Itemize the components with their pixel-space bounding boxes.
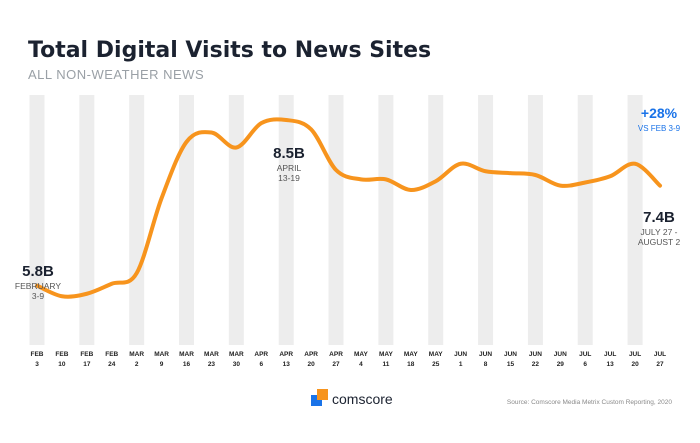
x-tick-day: 1 [459, 361, 463, 368]
x-tick-month: MAR [229, 351, 244, 358]
x-tick-month: MAR [179, 351, 194, 358]
background-band [278, 95, 294, 345]
x-tick-month: JUN [454, 351, 467, 358]
x-tick-month: MAY [379, 351, 394, 358]
x-tick-month: FEB [31, 351, 44, 358]
x-tick-day: 20 [308, 361, 316, 368]
x-tick-month: JUL [604, 351, 616, 358]
x-tick-day: 17 [83, 361, 91, 368]
background-band [378, 95, 394, 345]
x-tick-month: MAY [429, 351, 444, 358]
x-tick-day: 13 [283, 361, 291, 368]
x-tick-day: 27 [656, 361, 664, 368]
x-tick-day: 2 [135, 361, 139, 368]
x-tick-day: 6 [259, 361, 263, 368]
background-band [328, 95, 344, 345]
annotation-jul-value: 7.4B [643, 209, 675, 226]
annotation-feb-value: 5.8B [22, 263, 54, 280]
x-tick-month: MAR [129, 351, 144, 358]
background-band [129, 95, 145, 345]
x-tick-day: 11 [382, 361, 389, 368]
background-band [228, 95, 244, 345]
x-tick-month: MAY [404, 351, 419, 358]
x-tick-day: 25 [432, 361, 440, 368]
x-tick-day: 13 [607, 361, 615, 368]
x-tick-month: MAR [154, 351, 169, 358]
x-tick-day: 15 [507, 361, 515, 368]
x-tick-day: 18 [407, 361, 415, 368]
x-tick-month: APR [279, 351, 293, 358]
x-axis-ticks: FEB3FEB10FEB17FEB24MAR2MAR9MAR16MAR23MAR… [31, 351, 667, 368]
annotation-apr-label: APRIL [277, 163, 302, 173]
x-tick-month: APR [304, 351, 318, 358]
annotation-jul-label: AUGUST 2 [638, 237, 681, 247]
x-tick-day: 20 [631, 361, 639, 368]
annotation-change-value: +28% [641, 105, 678, 121]
x-tick-month: APR [329, 351, 343, 358]
x-tick-day: 22 [532, 361, 540, 368]
x-tick-day: 29 [557, 361, 565, 368]
background-band [29, 95, 45, 345]
annotation-feb-label: FEBRUARY [15, 281, 61, 291]
x-tick-day: 24 [108, 361, 116, 368]
x-tick-day: 10 [58, 361, 66, 368]
source-note: Source: Comscore Media Metrix Custom Rep… [507, 399, 672, 406]
x-tick-day: 9 [160, 361, 164, 368]
x-tick-day: 30 [233, 361, 241, 368]
x-tick-month: MAR [204, 351, 219, 358]
x-tick-month: MAY [354, 351, 369, 358]
x-tick-day: 16 [183, 361, 191, 368]
background-band [179, 95, 195, 345]
annotation-apr-label: 13-19 [278, 173, 300, 183]
chart-title: Total Digital Visits to News Sites [28, 38, 431, 63]
x-tick-month: FEB [105, 351, 118, 358]
x-tick-month: JUL [629, 351, 641, 358]
background-band [527, 95, 543, 345]
x-tick-day: 3 [35, 361, 39, 368]
x-tick-month: APR [254, 351, 268, 358]
x-tick-day: 4 [359, 361, 363, 368]
x-tick-month: FEB [55, 351, 68, 358]
background-bands [29, 95, 643, 345]
x-tick-month: JUL [654, 351, 666, 358]
x-tick-month: JUN [529, 351, 542, 358]
background-band [79, 95, 95, 345]
x-tick-day: 23 [208, 361, 216, 368]
chart-subtitle: ALL NON-WEATHER NEWS [28, 67, 204, 82]
x-tick-month: JUN [504, 351, 517, 358]
background-band [478, 95, 494, 345]
annotation-jul-label: JULY 27 - [640, 227, 677, 237]
x-tick-day: 8 [484, 361, 488, 368]
logo-orange-square [317, 389, 328, 400]
annotation-change-label: VS FEB 3-9 [638, 124, 681, 133]
x-tick-day: 27 [332, 361, 340, 368]
logo-blue-square [311, 395, 322, 406]
x-tick-month: JUN [554, 351, 567, 358]
annotation-change: +28% VS FEB 3-9 [638, 105, 681, 133]
annotation-feb-label: 3-9 [32, 291, 45, 301]
x-tick-month: FEB [80, 351, 93, 358]
x-tick-day: 6 [583, 361, 587, 368]
x-tick-month: JUN [479, 351, 492, 358]
comscore-logo [311, 389, 328, 406]
visits-line [35, 117, 662, 299]
background-band [627, 95, 643, 345]
annotation-apr-value: 8.5B [273, 145, 305, 162]
background-band [428, 95, 444, 345]
brand-name: comscore [332, 391, 393, 407]
x-tick-month: JUL [579, 351, 591, 358]
background-band [577, 95, 593, 345]
